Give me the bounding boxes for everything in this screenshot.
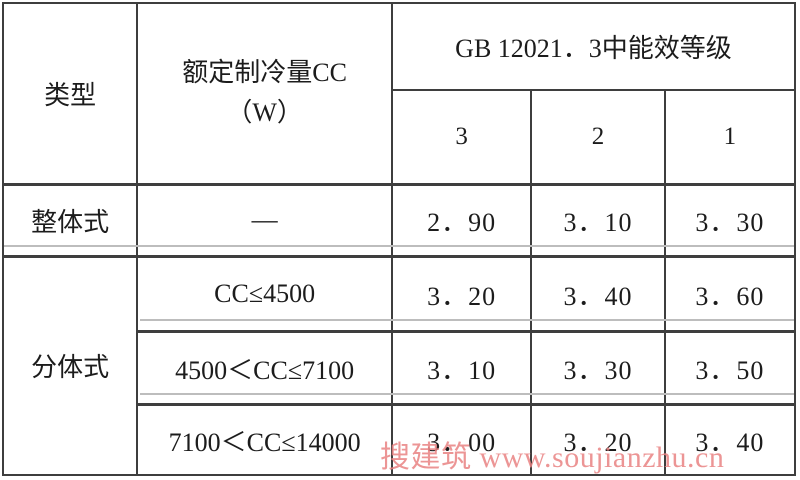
header-row-top: 类型 额定制冷量CC （W） GB 12021．3中能效等级 [1,1,797,186]
grade-2-header: 2 [530,88,666,186]
capacity-header-line1: 额定制冷量CC [182,58,347,88]
grade-1-header: 1 [663,88,797,186]
grade-3-header: 3 [390,88,533,186]
value-cell: 3．40 [663,403,797,477]
divider-light-line [140,319,794,321]
value-cell: 3．20 [530,403,666,477]
type-column-header: 类型 [1,1,139,186]
divider-light-line [4,245,794,247]
type-cell-split: 分体式 [1,254,139,476]
table-row-split-3: 7100＜CC≤14000 3．00 3．20 3．40 [3,403,797,477]
header-row-grades: 3 2 1 [3,88,797,186]
capacity-column-header: 额定制冷量CC （W） [136,1,393,186]
capacity-header-line2: （W） [226,98,303,128]
capacity-cell-split-3: 7100＜CC≤14000 [136,403,393,477]
gb-standard-header: GB 12021．3中能效等级 [390,2,797,91]
divider-light-line [140,393,794,395]
value-cell: 3．00 [390,403,533,477]
